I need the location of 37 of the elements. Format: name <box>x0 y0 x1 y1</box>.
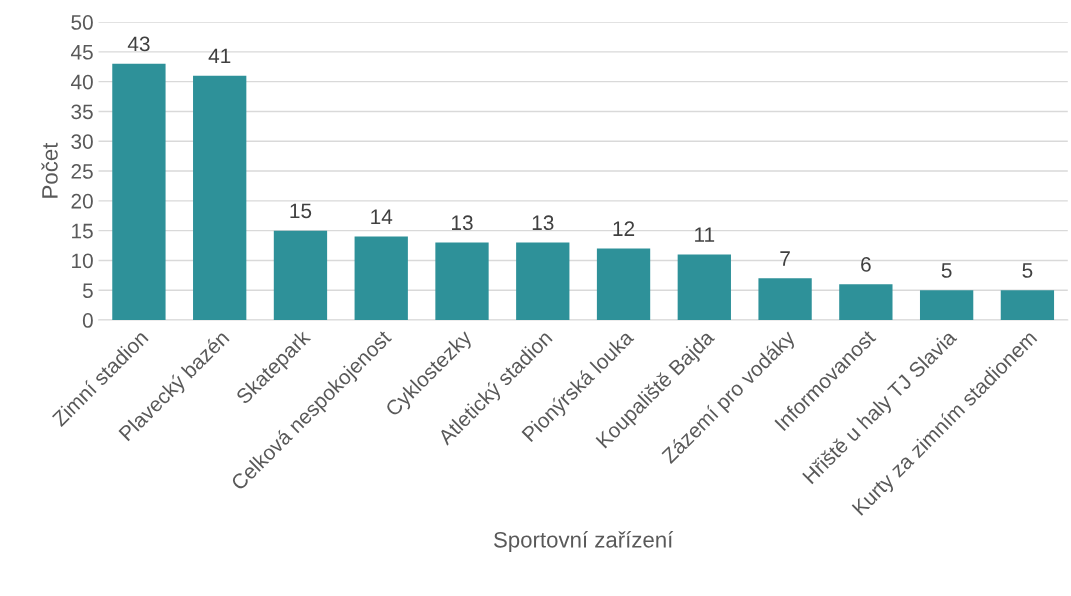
y-tick-label: 50 <box>71 15 93 30</box>
bar <box>839 284 893 321</box>
data-label: 13 <box>532 215 554 231</box>
bar <box>273 230 328 321</box>
y-tick-label: 10 <box>72 253 93 269</box>
data-label: 12 <box>613 221 635 236</box>
y-tick-label: 0 <box>82 313 93 328</box>
bar <box>112 63 166 321</box>
bar <box>677 254 731 321</box>
data-label: 5 <box>1022 263 1033 278</box>
y-tick-label: 20 <box>71 193 93 209</box>
y-axis-title: Počet <box>41 142 58 198</box>
bar <box>758 278 812 321</box>
y-tick-label: 40 <box>70 74 93 90</box>
data-label: 5 <box>941 263 952 278</box>
y-tick-label: 15 <box>72 223 93 239</box>
bar <box>919 290 974 321</box>
y-tick-label: 35 <box>71 104 93 120</box>
y-tick-label: 5 <box>82 283 93 299</box>
data-label: 7 <box>780 251 790 266</box>
bar <box>596 248 651 321</box>
data-label: 13 <box>452 215 473 231</box>
x-axis-title: Sportovní zařízení <box>494 531 674 553</box>
y-tick-label: 45 <box>70 45 93 60</box>
bar <box>435 242 489 321</box>
data-label: 41 <box>208 48 231 64</box>
data-label: 6 <box>861 257 871 272</box>
bar <box>516 242 570 321</box>
data-label: 14 <box>371 209 393 224</box>
bar <box>354 236 408 321</box>
data-label: 11 <box>695 227 715 242</box>
data-label: 43 <box>127 36 150 52</box>
bar <box>1000 290 1055 321</box>
y-tick-label: 25 <box>71 164 93 179</box>
data-label: 15 <box>290 203 312 219</box>
bar <box>193 75 247 321</box>
y-tick-label: 30 <box>71 134 93 150</box>
